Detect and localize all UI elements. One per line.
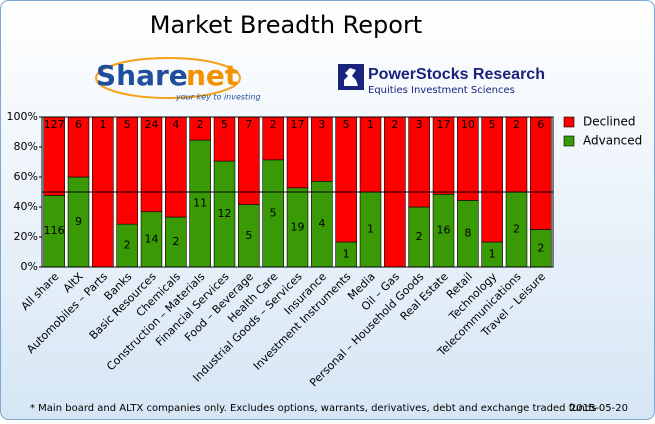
value-label: 116: [44, 224, 65, 237]
value-label: 10: [461, 118, 475, 131]
footnote: * Main board and ALTX companies only. Ex…: [30, 403, 596, 414]
value-label: 14: [145, 232, 159, 245]
legend-label: Advanced: [583, 134, 642, 148]
y-tick-label: 60%: [14, 170, 38, 183]
value-label: 1: [489, 248, 496, 261]
value-label: 7: [245, 118, 252, 131]
legend-label: Declined: [583, 115, 636, 129]
value-label: 2: [513, 223, 520, 236]
value-label: 5: [343, 118, 350, 131]
powerstocks-logo: PowerStocks Research Equities Investment…: [338, 64, 545, 96]
value-label: 2: [270, 118, 277, 131]
value-label: 2: [513, 118, 520, 131]
value-label: 2: [537, 241, 544, 254]
logo-text: PowerStocks Research: [368, 66, 545, 83]
value-label: 6: [537, 118, 544, 131]
y-tick-label: 100%: [7, 110, 38, 123]
y-tick-label: 0%: [21, 260, 38, 273]
value-label: 5: [221, 118, 228, 131]
logo-text: net: [186, 59, 238, 92]
bar-segment: [140, 116, 163, 213]
y-tick-label: 80%: [14, 140, 38, 153]
y-tick-label: 20%: [14, 230, 38, 243]
bar-segment: [530, 116, 552, 230]
value-label: 1: [99, 118, 106, 131]
bar-segment: [116, 116, 138, 225]
value-label: 1: [367, 223, 374, 236]
value-label: 2: [416, 230, 423, 243]
bar-segment: [335, 116, 357, 243]
logo-swoosh: [95, 57, 241, 99]
value-label: 3: [416, 118, 423, 131]
value-label: 24: [145, 118, 159, 131]
value-label: 5: [245, 229, 252, 242]
value-label: 17: [437, 118, 451, 131]
value-label: 11: [193, 197, 207, 210]
legend-swatch: [563, 135, 575, 147]
value-label: 127: [44, 118, 65, 131]
y-tick-label: 40%: [14, 200, 38, 213]
value-label: 8: [464, 227, 471, 240]
plot-border: [41, 116, 554, 268]
value-label: 16: [437, 224, 451, 237]
value-label: 5: [124, 118, 131, 131]
value-label: 1: [367, 118, 374, 131]
value-label: 5: [270, 206, 277, 219]
date: 2015-05-20: [570, 403, 628, 414]
value-label: 19: [291, 220, 305, 233]
value-label: 2: [197, 118, 204, 131]
value-label: 12: [218, 207, 232, 220]
value-label: 5: [489, 118, 496, 131]
value-label: 2: [124, 239, 131, 252]
logo-text: Share: [96, 59, 188, 92]
value-label: 9: [75, 215, 82, 228]
value-label: 4: [318, 217, 325, 230]
chart-title: Market Breadth Report: [150, 11, 422, 39]
logo-knight: [344, 68, 358, 86]
logo-tagline: Equities Investment Sciences: [368, 85, 515, 96]
logo-tagline: your key to investing: [175, 93, 261, 102]
value-label: 6: [75, 118, 82, 131]
sharenet-logo: Share net your key to investing: [95, 57, 261, 102]
legend-swatch: [563, 116, 575, 128]
value-label: 17: [291, 118, 305, 131]
bar-segment: [165, 116, 187, 218]
value-label: 2: [391, 118, 398, 131]
value-label: 1: [343, 248, 350, 261]
value-label: 2: [172, 235, 179, 248]
value-label: 3: [318, 118, 325, 131]
bar-segment: [481, 116, 503, 243]
value-label: 4: [172, 118, 179, 131]
